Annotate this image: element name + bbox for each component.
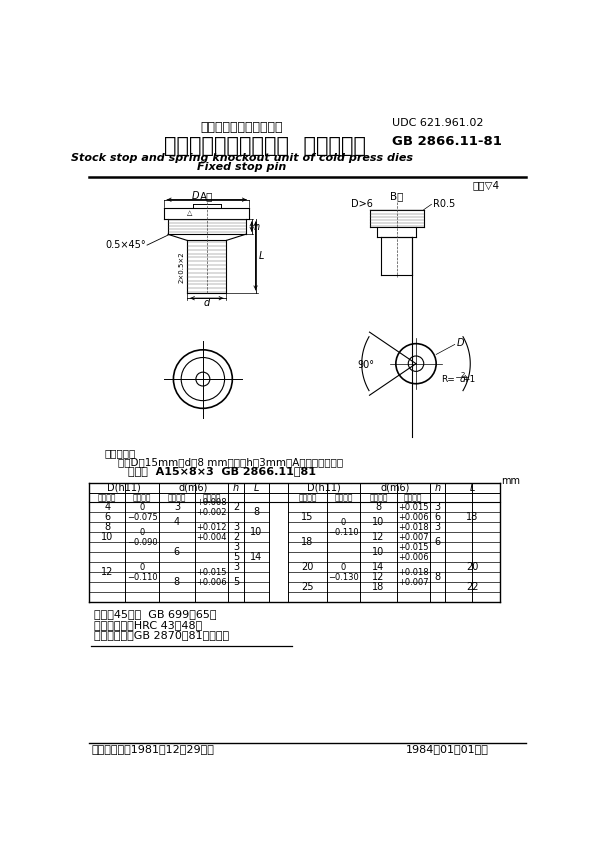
Text: 基本尺寸: 基本尺寸 <box>369 493 388 502</box>
Text: 14: 14 <box>250 553 262 562</box>
Text: 12: 12 <box>101 567 113 577</box>
Text: 6: 6 <box>104 512 110 522</box>
Text: 冷冲模挡料和弹顶装置  固定挡料销: 冷冲模挡料和弹顶装置 固定挡料销 <box>164 136 366 155</box>
Text: mm: mm <box>502 475 521 486</box>
Text: 3: 3 <box>434 522 441 532</box>
Text: 2: 2 <box>460 372 464 379</box>
Text: B型: B型 <box>390 191 403 201</box>
Text: 技术条件：按GB 2870－81的规定。: 技术条件：按GB 2870－81的规定。 <box>94 631 229 640</box>
Text: Stock stop and spring knockout unit of cold press dies: Stock stop and spring knockout unit of c… <box>71 153 413 163</box>
Text: 热处理：硬度HRC 43～48。: 热处理：硬度HRC 43～48。 <box>94 620 203 630</box>
Text: 8: 8 <box>253 508 259 517</box>
Text: h: h <box>254 222 260 232</box>
Text: h: h <box>434 482 441 492</box>
Text: 12: 12 <box>372 572 385 582</box>
Text: +0.015
+0.006: +0.015 +0.006 <box>398 543 428 562</box>
Text: 10: 10 <box>101 532 113 543</box>
Text: D>6: D>6 <box>352 200 373 210</box>
Text: 极限偏差: 极限偏差 <box>203 493 221 502</box>
Text: 3: 3 <box>233 543 239 553</box>
Text: Fixed stop pin: Fixed stop pin <box>197 161 286 171</box>
Text: 18: 18 <box>301 537 314 548</box>
Text: d(m6): d(m6) <box>380 482 410 492</box>
Text: 2: 2 <box>233 503 239 512</box>
Text: 4: 4 <box>174 517 180 527</box>
Text: 标记示例：: 标记示例： <box>104 448 136 458</box>
Text: +0.018
+0.007: +0.018 +0.007 <box>398 568 428 587</box>
Text: 基本尺寸: 基本尺寸 <box>98 493 116 502</box>
Text: GB 2866.11-81: GB 2866.11-81 <box>392 136 502 149</box>
Text: 25: 25 <box>301 582 314 593</box>
Text: 20: 20 <box>301 562 314 572</box>
Text: 22: 22 <box>466 582 479 593</box>
Text: 极限偏差: 极限偏差 <box>404 493 422 502</box>
Text: 8: 8 <box>376 503 382 512</box>
Text: +0.015
+0.006: +0.015 +0.006 <box>398 503 428 522</box>
Text: 直径D＝15mm、d＝8 mm、高度h＝3mm的A型固定挡料销：: 直径D＝15mm、d＝8 mm、高度h＝3mm的A型固定挡料销： <box>118 458 343 467</box>
Text: 5: 5 <box>233 577 239 588</box>
Text: 8: 8 <box>104 522 110 532</box>
Text: 0
−0.130: 0 −0.130 <box>328 563 359 582</box>
Text: L: L <box>254 482 259 492</box>
Text: D(h11): D(h11) <box>107 482 140 492</box>
Text: 挡料销  A15×8×3  GB 2866.11－81: 挡料销 A15×8×3 GB 2866.11－81 <box>128 466 316 476</box>
Text: 基本尺寸: 基本尺寸 <box>298 493 317 502</box>
Text: d: d <box>460 374 466 384</box>
Text: 极限偏差: 极限偏差 <box>334 493 353 502</box>
Text: h: h <box>233 482 239 492</box>
Text: R=: R= <box>441 374 455 384</box>
Text: 3: 3 <box>233 522 239 532</box>
Text: d(m6): d(m6) <box>179 482 208 492</box>
Text: D: D <box>191 191 199 201</box>
Text: 3: 3 <box>174 503 180 512</box>
Text: 国家标准总局1981－12－29发布: 国家标准总局1981－12－29发布 <box>91 744 214 754</box>
Text: 材料：45号钢  GB 699－65。: 材料：45号钢 GB 699－65。 <box>94 609 217 619</box>
Text: 15: 15 <box>301 512 314 522</box>
Text: R0.5: R0.5 <box>433 200 455 210</box>
Text: L: L <box>259 251 265 261</box>
Text: d: d <box>203 298 210 308</box>
Text: L: L <box>470 482 475 492</box>
Text: +0.015
+0.006: +0.015 +0.006 <box>196 568 227 587</box>
Text: 18: 18 <box>372 582 385 593</box>
Text: 20: 20 <box>466 562 479 572</box>
Text: 10: 10 <box>250 527 262 537</box>
Text: 12: 12 <box>372 532 385 543</box>
Text: 极限偏差: 极限偏差 <box>133 493 151 502</box>
Text: 10: 10 <box>372 548 385 557</box>
Text: +0.012
+0.004: +0.012 +0.004 <box>197 523 227 542</box>
Text: 3: 3 <box>434 503 441 512</box>
Text: 2×0.5×2: 2×0.5×2 <box>178 251 184 284</box>
Text: 3: 3 <box>233 562 239 572</box>
Text: +0.008
+0.002: +0.008 +0.002 <box>196 498 227 517</box>
Text: 基本尺寸: 基本尺寸 <box>167 493 186 502</box>
Text: 6: 6 <box>174 548 180 557</box>
Text: 0.5×45°: 0.5×45° <box>106 240 146 250</box>
Text: 90°: 90° <box>357 360 374 370</box>
Text: 0
−0.090: 0 −0.090 <box>127 527 157 547</box>
Text: 6: 6 <box>434 537 441 548</box>
Text: △: △ <box>187 210 193 216</box>
Text: +1: +1 <box>462 374 475 384</box>
Text: 0
−0.110: 0 −0.110 <box>328 518 359 537</box>
Text: 0
−0.075: 0 −0.075 <box>127 503 157 522</box>
Text: +0.018
+0.007: +0.018 +0.007 <box>398 523 428 542</box>
Text: UDC 621.961.02: UDC 621.961.02 <box>392 119 484 128</box>
Text: 8: 8 <box>174 577 180 588</box>
Text: 8: 8 <box>434 572 441 582</box>
Text: 5: 5 <box>233 553 239 562</box>
Text: 1984－01－01实施: 1984－01－01实施 <box>406 744 488 754</box>
Text: 4: 4 <box>104 503 110 512</box>
Text: A型: A型 <box>200 191 214 201</box>
Text: 2: 2 <box>233 532 239 543</box>
Text: D(h11): D(h11) <box>307 482 341 492</box>
Text: 6: 6 <box>434 512 441 522</box>
Text: 中华人民共和国国家标准: 中华人民共和国国家标准 <box>200 121 283 134</box>
Text: 10: 10 <box>372 517 385 527</box>
Text: D: D <box>457 338 464 348</box>
Text: 18: 18 <box>466 512 479 522</box>
Text: 0
−0.110: 0 −0.110 <box>127 563 157 582</box>
Text: 其余▽4: 其余▽4 <box>472 180 499 190</box>
Text: 14: 14 <box>372 562 385 572</box>
